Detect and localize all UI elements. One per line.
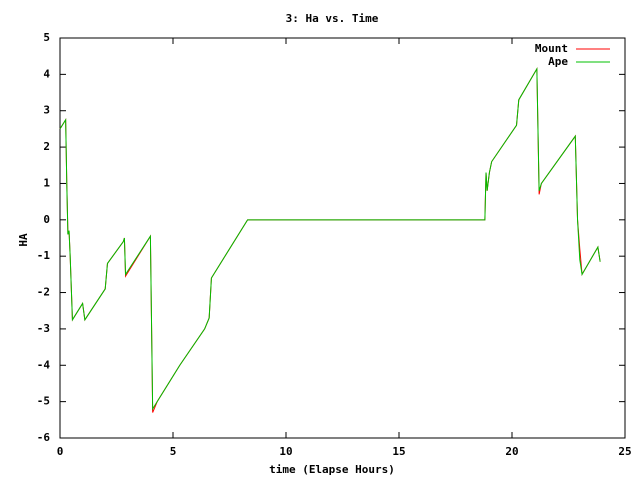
x-tick-label: 15 (392, 445, 405, 458)
x-tick-label: 5 (170, 445, 177, 458)
y-tick-label: 0 (43, 213, 50, 226)
y-tick-label: -2 (37, 286, 50, 299)
y-tick-label: 1 (43, 176, 50, 189)
series-line (59, 67, 601, 413)
legend-label: Mount (535, 42, 568, 55)
chart-title: 3: Ha vs. Time (286, 12, 379, 25)
y-tick-label: -3 (37, 322, 50, 335)
x-tick-label: 25 (618, 445, 631, 458)
x-tick-label: 20 (505, 445, 518, 458)
legend-label: Ape (548, 55, 568, 68)
plot-border (59, 37, 626, 439)
y-tick-label: -5 (37, 395, 50, 408)
y-tick-label: -1 (37, 249, 51, 262)
y-tick-label: 5 (43, 31, 50, 44)
y-tick-label: 2 (43, 140, 50, 153)
y-tick-label: -4 (37, 358, 51, 371)
series-line (59, 67, 601, 411)
y-axis-label: HA (17, 233, 30, 247)
x-tick-label: 0 (57, 445, 64, 458)
x-tick-label: 10 (279, 445, 292, 458)
x-axis-label: time (Elapse Hours) (269, 463, 395, 476)
y-tick-label: 3 (43, 104, 50, 117)
y-tick-label: -6 (37, 431, 51, 444)
y-tick-label: 4 (43, 67, 50, 80)
